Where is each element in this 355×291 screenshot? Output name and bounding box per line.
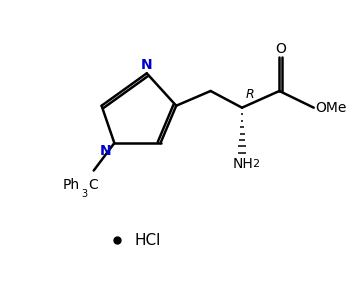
Text: 2: 2 — [252, 159, 259, 169]
Text: O: O — [275, 42, 286, 56]
Text: 3: 3 — [81, 189, 87, 199]
Text: N: N — [141, 58, 153, 72]
Text: Ph: Ph — [63, 178, 80, 192]
Text: HCl: HCl — [135, 233, 161, 248]
Text: N: N — [100, 144, 111, 158]
Text: C: C — [88, 178, 98, 192]
Text: OMe: OMe — [316, 101, 347, 115]
Text: R: R — [246, 88, 255, 101]
Text: NH: NH — [232, 157, 253, 171]
